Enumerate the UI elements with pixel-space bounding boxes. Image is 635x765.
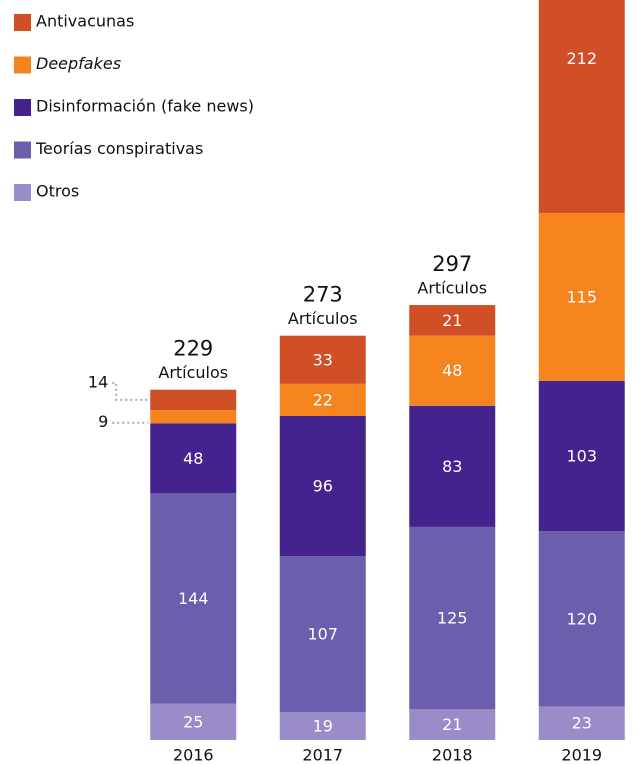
bar-segment bbox=[409, 709, 496, 740]
value-label: 25 bbox=[183, 712, 203, 731]
bar-segment bbox=[279, 383, 366, 416]
bar-segment bbox=[409, 526, 496, 710]
value-label: 22 bbox=[313, 390, 333, 409]
value-label: 212 bbox=[566, 49, 597, 68]
value-label: 125 bbox=[437, 609, 468, 628]
x-tick-label: 2017 bbox=[302, 746, 343, 765]
x-tick-label: 2018 bbox=[432, 746, 473, 765]
bar-segment bbox=[538, 706, 625, 740]
bar-segment bbox=[279, 712, 366, 740]
bar-segment bbox=[279, 556, 366, 713]
legend-label: Antivacunas bbox=[36, 12, 134, 31]
legend-label: Teorías conspirativas bbox=[35, 139, 203, 158]
value-label: 23 bbox=[572, 714, 592, 733]
bar-segment bbox=[538, 213, 625, 381]
x-tick-label: 2019 bbox=[561, 746, 602, 765]
value-label: 103 bbox=[566, 447, 597, 466]
bar-segment bbox=[150, 423, 237, 494]
value-label: 21 bbox=[442, 715, 462, 734]
x-tick-label: 2016 bbox=[173, 746, 214, 765]
bar-segment bbox=[409, 335, 496, 406]
total-unit: Artículos bbox=[417, 279, 487, 298]
legend-swatch bbox=[14, 56, 31, 74]
bar-segment bbox=[150, 410, 237, 424]
value-label: 48 bbox=[442, 361, 462, 380]
legend-label: Otros bbox=[36, 182, 79, 201]
bar-segment bbox=[538, 0, 625, 214]
bar-segment bbox=[538, 380, 625, 532]
bar-segment bbox=[538, 531, 625, 707]
bar-segment bbox=[409, 305, 496, 336]
value-label: 115 bbox=[566, 288, 597, 307]
bar-segment bbox=[150, 703, 237, 740]
legend-label: Deepfakes bbox=[36, 54, 121, 73]
value-label: 21 bbox=[442, 311, 462, 330]
value-label: 19 bbox=[313, 717, 333, 736]
legend-swatch bbox=[14, 14, 31, 31]
value-label: 144 bbox=[178, 589, 209, 608]
value-label: 48 bbox=[183, 449, 203, 468]
total-value: 297 bbox=[432, 252, 472, 276]
value-label: 120 bbox=[566, 609, 597, 628]
total-value: 229 bbox=[173, 337, 213, 361]
legend-swatch bbox=[14, 99, 31, 116]
bar-segment bbox=[279, 415, 366, 557]
leader-line bbox=[112, 381, 149, 401]
legend-swatch bbox=[14, 141, 31, 159]
value-label: 107 bbox=[307, 625, 338, 644]
value-label: 96 bbox=[313, 477, 333, 496]
total-unit: Artículos bbox=[158, 363, 228, 382]
value-label: 14 bbox=[88, 372, 108, 391]
bar-segment bbox=[150, 389, 237, 411]
bar-segment bbox=[279, 335, 366, 384]
total-unit: Artículos bbox=[288, 309, 358, 328]
total-value: 273 bbox=[303, 283, 343, 307]
bar-segment bbox=[409, 405, 496, 527]
legend-swatch bbox=[14, 184, 31, 201]
value-label: 9 bbox=[98, 412, 108, 431]
bar-segment bbox=[150, 493, 237, 704]
value-label: 33 bbox=[313, 350, 333, 369]
value-label: 83 bbox=[442, 457, 462, 476]
legend-label: Disinformación (fake news) bbox=[36, 97, 254, 116]
